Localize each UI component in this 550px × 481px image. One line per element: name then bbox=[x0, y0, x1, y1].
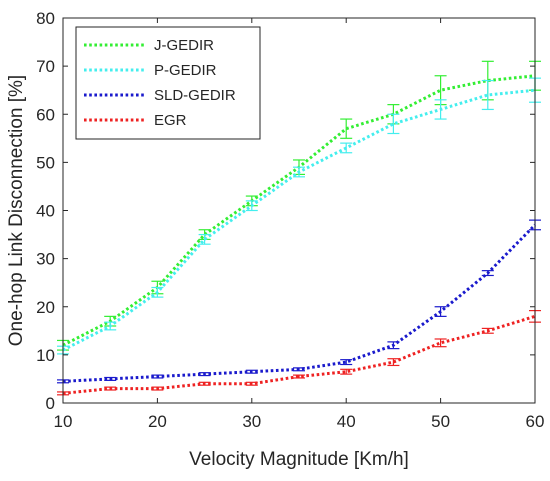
legend-item: SLD-GEDIR bbox=[84, 87, 236, 104]
y-tick-label: 70 bbox=[36, 57, 55, 76]
legend-label: J-GEDIR bbox=[154, 37, 214, 54]
plot-area bbox=[57, 60, 541, 396]
series-line bbox=[62, 223, 537, 383]
legend-label: EGR bbox=[154, 112, 187, 129]
y-tick-label: 80 bbox=[36, 9, 55, 28]
y-tick-label: 30 bbox=[36, 250, 55, 269]
legend-item: J-GEDIR bbox=[84, 37, 214, 54]
x-tick-label: 30 bbox=[242, 412, 261, 431]
x-tick-label: 40 bbox=[337, 412, 356, 431]
y-tick-label: 60 bbox=[36, 105, 55, 124]
x-tick-label: 60 bbox=[526, 412, 545, 431]
series-line bbox=[62, 314, 536, 395]
legend-item: EGR bbox=[84, 112, 187, 129]
y-tick-label: 50 bbox=[36, 153, 55, 172]
y-tick-label: 10 bbox=[36, 346, 55, 365]
y-axis-label: One-hop Link Disconnection [%] bbox=[6, 75, 27, 346]
legend-item: P-GEDIR bbox=[84, 62, 217, 79]
x-axis-label: Velocity Magnitude [Km/h] bbox=[189, 449, 409, 470]
y-tick-label: 20 bbox=[36, 298, 55, 317]
series-p-gedir bbox=[57, 77, 541, 355]
x-tick-label: 10 bbox=[54, 412, 73, 431]
y-tick-label: 0 bbox=[46, 394, 55, 413]
legend-label: P-GEDIR bbox=[154, 62, 217, 79]
legend-label: SLD-GEDIR bbox=[154, 87, 236, 104]
y-tick-label: 40 bbox=[36, 202, 55, 221]
x-tick-label: 20 bbox=[148, 412, 167, 431]
legend: J-GEDIR P-GEDIR SLD-GEDIR EGR bbox=[75, 26, 261, 140]
series-sld-gedir bbox=[57, 219, 541, 384]
series-line bbox=[62, 88, 536, 352]
x-tick-label: 50 bbox=[431, 412, 450, 431]
series-egr bbox=[57, 310, 541, 396]
